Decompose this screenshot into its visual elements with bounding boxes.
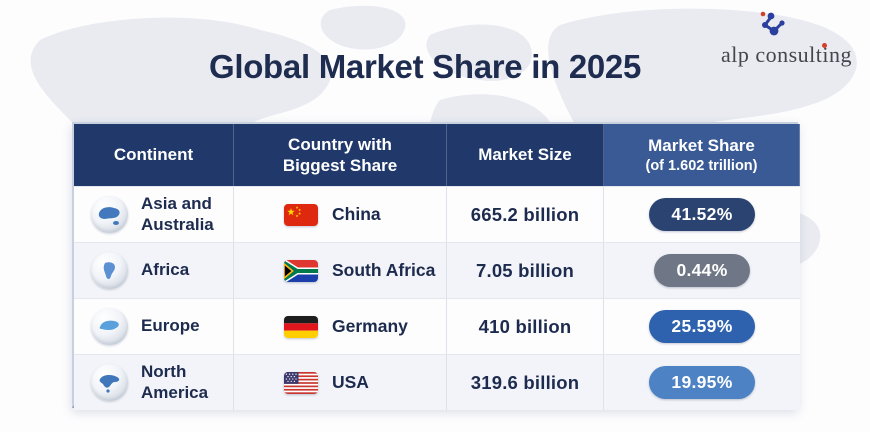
country-label: South Africa [332,260,436,280]
table-row-1-country: China [234,186,447,242]
market-share-badge: 19.95% [649,366,755,399]
table-row-4-market-share: 19.95% [604,354,800,410]
table-row-3-continent: Europe [74,298,234,354]
globe-europe-icon [91,308,128,345]
continent-label: North America [141,362,209,402]
country-label: USA [332,372,369,392]
flag-germany-icon [284,315,318,338]
continent-label: Asia and Australia [141,194,214,234]
header-country-line2: Biggest Share [282,156,398,175]
header-market-share: Market Share (of 1.602 trillion) [604,124,800,186]
globe-north-america-icon [91,364,128,401]
market-share-badge: 25.59% [649,310,755,343]
table-row-4-market-size: 319.6 billion [447,354,604,410]
continent-label: Europe [141,316,200,336]
flag-china-icon [284,203,318,226]
table-row-2-country: South Africa [234,242,447,298]
header-market-size: Market Size [447,124,604,186]
alp-consulting-logo: alp consulting [721,8,852,66]
logo-text: alp consulting [720,42,852,67]
country-label: Germany [332,316,408,336]
molecule-icon [760,11,785,36]
table-row-2-market-size: 7.05 billion [447,242,604,298]
globe-asia-australia-icon [91,196,128,233]
table-row-3-market-size: 410 billion [447,298,604,354]
logo-i-red-dot [822,43,827,48]
globe-africa-icon [91,252,128,289]
table-row-4-continent: North America [74,354,234,410]
header-country: Country with Biggest Share [234,124,447,186]
flag-usa-icon [284,371,318,394]
header-country-line1: Country with [288,134,392,154]
header-market-size-label: Market Size [478,145,572,165]
table-row-4-country: USA [234,354,447,410]
table-row-2-continent: Africa [74,242,234,298]
table-row-3-market-share: 25.59% [604,298,800,354]
table-row-1-market-size: 665.2 billion [447,186,604,242]
continent-label: Africa [141,260,190,280]
table-row-2-market-share: 0.44% [604,242,800,298]
header-continent: Continent [74,124,234,186]
country-label: China [332,204,381,224]
header-market-share-line1: Market Share [648,136,755,156]
table-row-1-continent: Asia and Australia [74,186,234,242]
table-row-3-country: Germany [234,298,447,354]
header-market-share-line2: (of 1.602 trillion) [645,157,758,174]
table-row-1-market-share: 41.52% [604,186,800,242]
flag-south-africa-icon [284,259,318,282]
header-continent-label: Continent [113,145,194,165]
market-share-badge: 41.52% [649,198,755,231]
page-title: Global Market Share in 2025 [208,48,642,85]
market-share-table: Continent Country with Biggest Share Mar… [72,122,800,410]
market-share-badge: 0.44% [654,254,750,287]
